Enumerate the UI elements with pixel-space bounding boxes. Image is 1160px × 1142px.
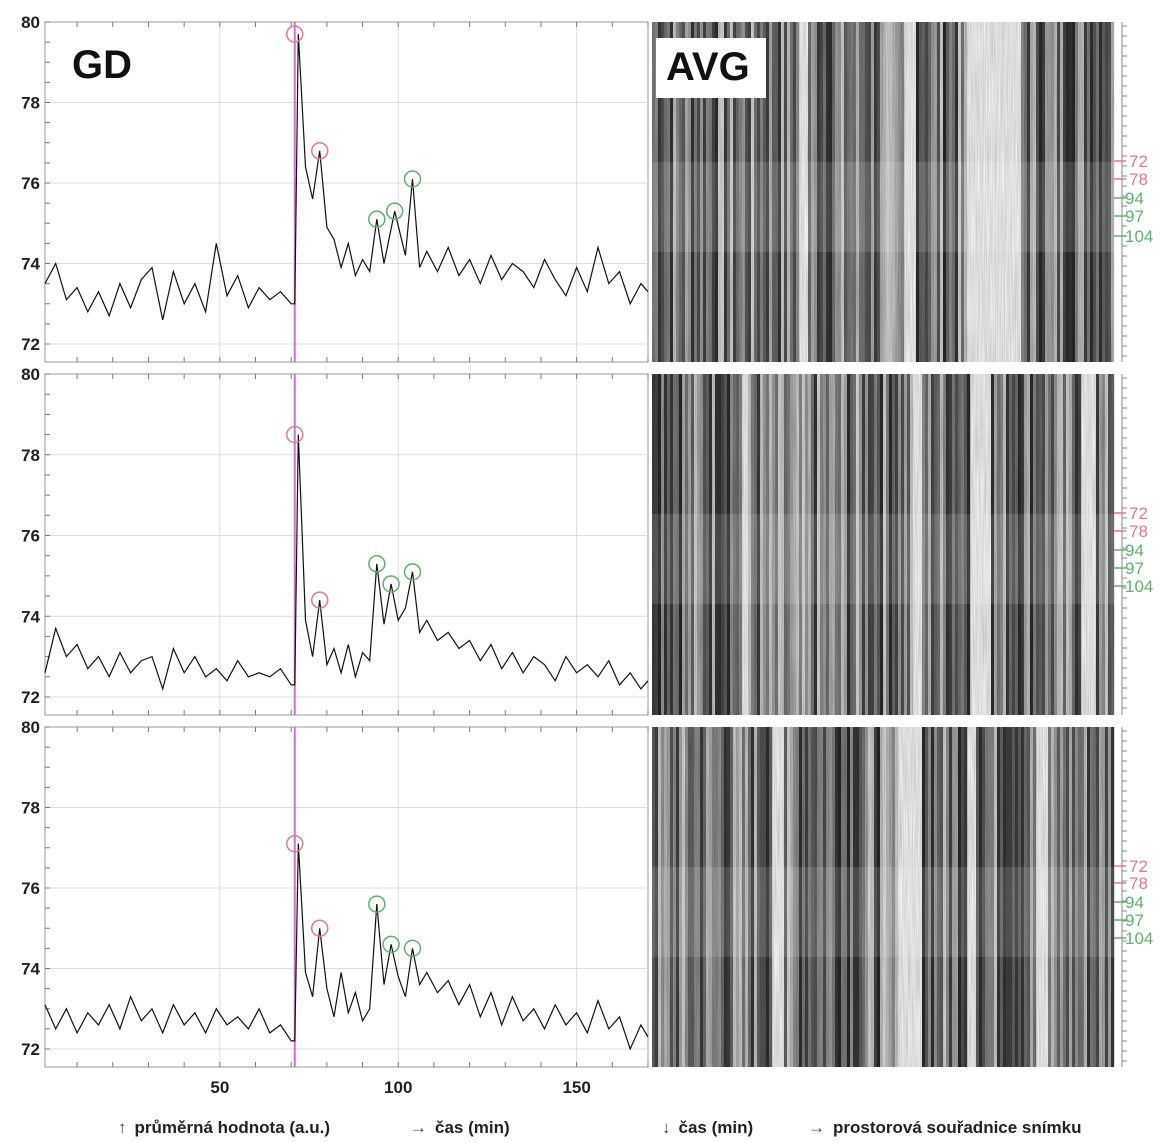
y-tick-label: 74 xyxy=(21,255,40,274)
y-tick-label: 80 xyxy=(21,13,40,32)
green-time-label: 94 xyxy=(1125,189,1144,208)
x-tick-label: 100 xyxy=(384,1078,412,1097)
left-y-caption: ↑ průměrná hodnota (a.u.) xyxy=(118,1118,330,1138)
kymograph-image-3 xyxy=(652,727,1127,1067)
image-texture xyxy=(652,727,1114,1067)
peak-marker-green xyxy=(368,555,386,573)
red-time-label: 78 xyxy=(1129,874,1148,893)
up-arrow-icon: ↑ xyxy=(118,1118,127,1137)
data-series-line xyxy=(44,434,649,692)
y-tick-label: 72 xyxy=(21,1040,40,1059)
red-time-label: 78 xyxy=(1129,170,1148,189)
peak-marker-green xyxy=(368,895,386,913)
left-x-caption: → čas (min) xyxy=(410,1118,510,1138)
green-time-label: 104 xyxy=(1125,929,1153,948)
image-texture xyxy=(652,374,1114,715)
y-tick-label: 74 xyxy=(21,960,40,979)
line-chart-panel-2: 72 74 76 78 80 xyxy=(21,365,649,716)
down-arrow-icon: ↓ xyxy=(662,1118,671,1137)
y-tick-label: 72 xyxy=(21,335,40,354)
plot-area xyxy=(44,21,649,363)
y-tick-label: 80 xyxy=(21,365,40,384)
y-tick-label: 76 xyxy=(21,527,40,546)
y-tick-label: 80 xyxy=(21,718,40,737)
y-tick-label: 78 xyxy=(21,94,40,113)
green-time-label: 104 xyxy=(1125,577,1153,596)
right-y-caption: ↓ čas (min) xyxy=(662,1118,753,1138)
event-band xyxy=(652,514,1114,604)
event-band xyxy=(652,162,1114,252)
plot-area xyxy=(44,373,649,716)
peak-marker-green xyxy=(385,202,404,220)
peak-marker-green xyxy=(382,575,400,593)
right-x-caption: → prostorová souřadnice snímku xyxy=(808,1118,1081,1138)
peak-marker-green xyxy=(382,935,400,954)
left-x-caption-text: čas (min) xyxy=(435,1118,510,1137)
green-time-label: 97 xyxy=(1125,559,1144,578)
x-tick-label: 150 xyxy=(562,1078,590,1097)
avg-label-box xyxy=(656,38,766,98)
kymograph-image-2 xyxy=(652,374,1127,715)
x-tick-label: 50 xyxy=(210,1078,229,1097)
peak-marker-red xyxy=(310,591,329,609)
data-series-line xyxy=(44,34,649,321)
green-time-label: 94 xyxy=(1125,541,1144,560)
right-y-caption-text: čas (min) xyxy=(678,1118,754,1137)
peak-marker-green xyxy=(403,563,422,581)
data-series-line xyxy=(44,843,649,1051)
event-band xyxy=(652,867,1114,957)
y-tick-label: 78 xyxy=(21,799,40,818)
plot-area xyxy=(44,726,649,1068)
red-time-label: 78 xyxy=(1129,522,1148,541)
peak-marker-green xyxy=(403,939,422,958)
red-time-label: 72 xyxy=(1129,152,1148,171)
panel-label-avg: AVG xyxy=(666,45,750,89)
green-time-label: 104 xyxy=(1125,227,1153,246)
peak-marker-green xyxy=(403,170,422,188)
peak-marker-red xyxy=(286,834,304,853)
y-tick-label: 74 xyxy=(21,607,40,626)
red-time-label: 72 xyxy=(1129,857,1148,876)
green-time-label: 94 xyxy=(1125,893,1144,912)
panel-label-gd: GD xyxy=(72,43,132,87)
line-chart-panel-3: 72 74 76 78 80 xyxy=(21,718,649,1068)
right-arrow-icon: → xyxy=(410,1118,427,1137)
y-tick-label: 76 xyxy=(21,174,40,193)
y-tick-label: 72 xyxy=(21,688,40,707)
left-y-caption-text: průměrná hodnota (a.u.) xyxy=(134,1118,331,1137)
red-time-label: 72 xyxy=(1129,504,1148,523)
right-arrow-icon: → xyxy=(808,1118,825,1137)
peak-marker-red xyxy=(286,25,304,43)
peak-marker-red xyxy=(310,142,329,160)
green-time-label: 97 xyxy=(1125,911,1144,930)
y-tick-label: 76 xyxy=(21,879,40,898)
green-time-label: 97 xyxy=(1125,207,1144,226)
peak-marker-red xyxy=(286,425,304,444)
line-chart-panel-1: 72 74 76 78 80 GD xyxy=(21,13,649,363)
peak-marker-green xyxy=(368,210,386,228)
y-tick-label: 78 xyxy=(21,446,40,465)
right-x-caption-text: prostorová souřadnice snímku xyxy=(833,1118,1082,1137)
peak-marker-red xyxy=(310,919,329,937)
